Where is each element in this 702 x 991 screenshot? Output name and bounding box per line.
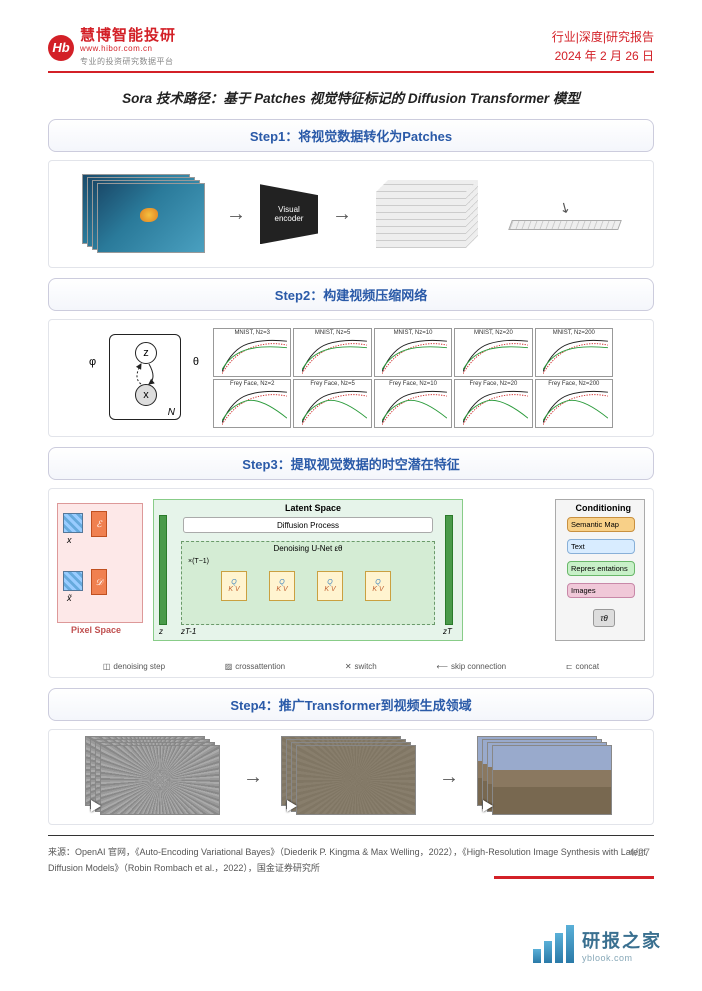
step4-header: Step4：推广Transformer到视频生成领域: [48, 688, 654, 721]
legend-item: ✕switch: [345, 662, 377, 671]
z-bar-left: [159, 515, 167, 625]
zT-label: zT: [443, 627, 452, 636]
xtilde-image: [63, 571, 83, 591]
play-icon: [91, 800, 101, 812]
latent-diffusion-diagram: Latent Space Pixel Space Conditioning x …: [53, 493, 649, 673]
play-icon: [287, 800, 297, 812]
video-frames-stack: [82, 174, 212, 254]
qkv-block: QK V: [365, 571, 391, 601]
patch-strip: [508, 220, 622, 230]
cond-item: Repres entations: [567, 561, 635, 576]
step3-header: Step3：提取视觉数据的时空潜在特征: [48, 447, 654, 480]
legend-item: ⟵skip connection: [436, 662, 506, 671]
legend-item: ▨crossattention: [225, 662, 285, 671]
mini-chart: MNIST, Nz=3: [213, 328, 291, 377]
x-image: [63, 513, 83, 533]
z-label: z: [159, 627, 163, 636]
graphical-model: φ θ z x N: [89, 328, 199, 428]
report-date: 2024 年 2 月 26 日: [552, 47, 654, 64]
zT1-label: zT-1: [181, 627, 196, 636]
footer-bar: [533, 949, 541, 963]
qkv-block: QK V: [269, 571, 295, 601]
mini-chart: MNIST, Nz=200: [535, 328, 613, 377]
mini-chart: Frey Face, Nz=20: [454, 379, 532, 428]
decoder-D: 𝒟: [91, 569, 107, 595]
step1-title: Step1：将视觉数据转化为Patches: [49, 124, 653, 147]
x-symbol: x: [67, 535, 72, 545]
page-number: 4/27: [629, 847, 650, 859]
mini-chart: Frey Face, Nz=200: [535, 379, 613, 428]
unet-label: Denoising U-Net εθ: [182, 544, 434, 553]
step1-body: → Visual encoder → ↘: [48, 160, 654, 268]
logo-cn: 慧博智能投研: [80, 28, 176, 45]
z-bar-right: [445, 515, 453, 625]
report-type: 行业|深度|研究报告: [552, 28, 654, 45]
mini-chart: MNIST, Nz=10: [374, 328, 452, 377]
mini-chart: Frey Face, Nz=10: [374, 379, 452, 428]
footer-brand: 研报之家 yblook.com: [533, 925, 662, 963]
mini-chart: MNIST, Nz=5: [293, 328, 371, 377]
patch-cube: [366, 174, 496, 254]
xtilde-symbol: x̃: [67, 593, 72, 603]
latent-label: Latent Space: [285, 503, 341, 513]
logo-icon: Hb: [48, 35, 74, 61]
legend-item: ⊏concat: [566, 662, 599, 671]
video-stack: [477, 736, 617, 818]
page-title: Sora 技术路径：基于 Patches 视觉特征标记的 Diffusion T…: [48, 87, 654, 107]
header-divider: [48, 71, 654, 73]
logo-subtitle: 专业的投资研究数据平台: [80, 56, 176, 67]
footer-red-line: [494, 876, 654, 879]
arrow-icon: →: [243, 766, 263, 789]
theta-label: θ: [193, 356, 199, 368]
step3-legend: ◫denoising step ▨crossattention ✕switch ⟵sk…: [73, 662, 629, 671]
cond-item: Text: [567, 539, 635, 554]
N-label: N: [168, 407, 175, 418]
legend-item: ◫denoising step: [103, 662, 165, 671]
mini-chart: Frey Face, Nz=2: [213, 379, 291, 428]
phi-label: φ: [89, 356, 96, 368]
footer-brand-en: yblook.com: [582, 953, 662, 963]
play-icon: [483, 800, 493, 812]
footer-bar: [544, 941, 552, 963]
arrow-icon: →: [439, 766, 459, 789]
step3-body: Latent Space Pixel Space Conditioning x …: [48, 488, 654, 678]
logo-block: Hb 慧博智能投研 www.hibor.com.cn 专业的投资研究数据平台: [48, 28, 176, 67]
visual-encoder-block: Visual encoder: [260, 184, 318, 244]
times-label: ×(T−1): [188, 558, 209, 565]
step4-body: →→: [48, 729, 654, 825]
tau-block: τθ: [593, 609, 615, 627]
source-citation: 来源：OpenAI 官网，《Auto-Encoding Variational …: [48, 835, 654, 876]
diffusion-process-label: Diffusion Process: [183, 517, 433, 533]
step1-header: Step1：将视觉数据转化为Patches: [48, 119, 654, 152]
arrow-icon: →: [226, 203, 246, 226]
video-stack: [281, 736, 421, 818]
footer-bar: [566, 925, 574, 963]
step3-title: Step3：提取视觉数据的时空潜在特征: [49, 452, 653, 475]
step2-body: φ θ z x N MNIST, Nz=3 MNIST, Nz=5 MNIST,…: [48, 319, 654, 437]
mini-chart: Frey Face, Nz=5: [293, 379, 371, 428]
footer-bar: [555, 933, 563, 963]
footer-brand-cn: 研报之家: [582, 927, 662, 953]
unet-box: Denoising U-Net εθ ×(T−1): [181, 541, 435, 625]
qkv-block: QK V: [317, 571, 343, 601]
step4-title: Step4：推广Transformer到视频生成领域: [49, 693, 653, 716]
step2-title: Step2：构建视频压缩网络: [49, 283, 653, 306]
pixel-label: Pixel Space: [71, 625, 121, 635]
video-stack: [85, 736, 225, 818]
cond-item: Images: [567, 583, 635, 598]
training-charts-grid: MNIST, Nz=3 MNIST, Nz=5 MNIST, Nz=10 MNI…: [213, 328, 613, 428]
cond-item: Semantic Map: [567, 517, 635, 532]
encoder-E: ℰ: [91, 511, 107, 537]
step2-header: Step2：构建视频压缩网络: [48, 278, 654, 311]
qkv-block: QK V: [221, 571, 247, 601]
logo-url: www.hibor.com.cn: [80, 45, 176, 54]
arrow-icon: →: [332, 203, 352, 226]
mini-chart: MNIST, Nz=20: [454, 328, 532, 377]
footer-bars-icon: [533, 925, 574, 963]
arrow-icon: ↘: [556, 197, 575, 218]
page-header: Hb 慧博智能投研 www.hibor.com.cn 专业的投资研究数据平台 行…: [48, 28, 654, 67]
cond-label: Conditioning: [576, 503, 631, 513]
